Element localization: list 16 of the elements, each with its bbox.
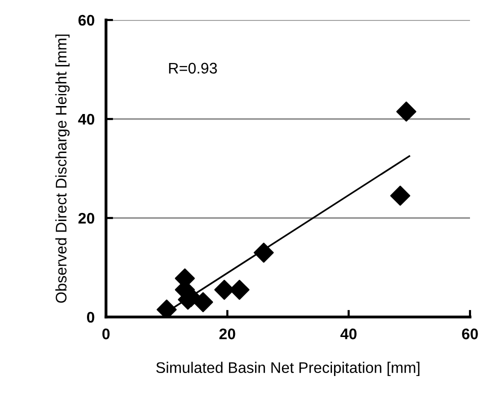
point bbox=[396, 102, 416, 122]
point bbox=[193, 292, 214, 312]
y-tick-label: 40 bbox=[78, 114, 94, 125]
x-tick-label: 20 bbox=[219, 328, 236, 340]
point bbox=[254, 242, 274, 263]
x-tick-label: 40 bbox=[340, 328, 357, 340]
x-tick-label: 0 bbox=[102, 328, 110, 340]
y-tick-label: 60 bbox=[78, 14, 94, 26]
y-tick-label: 20 bbox=[78, 212, 94, 224]
x-tick-label: 60 bbox=[462, 328, 478, 340]
y-tick-label: 0 bbox=[86, 312, 94, 323]
point bbox=[390, 186, 410, 206]
annotation: R=0.93 bbox=[169, 62, 217, 74]
x-axis-title: Simulated Basin Net Precipitation [mm] bbox=[156, 362, 420, 376]
y-axis-title: Observed Direct Discharge Height [mm] bbox=[55, 34, 70, 303]
point bbox=[156, 300, 177, 317]
